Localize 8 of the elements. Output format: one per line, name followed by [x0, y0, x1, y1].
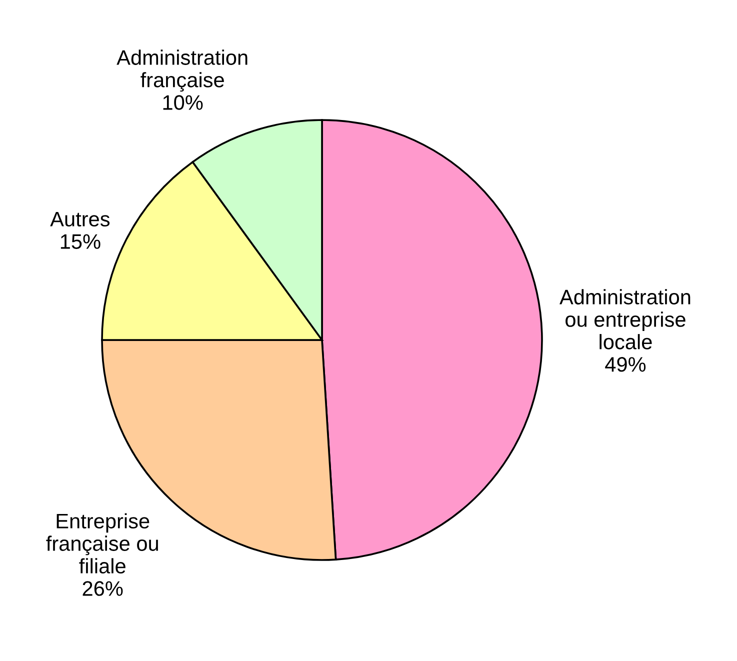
slice-label: Administration ou entreprise locale [560, 289, 690, 350]
data-label: 10% [163, 95, 203, 110]
slice-label: Autres [50, 212, 110, 227]
slice-label: Entreprise française ou filiale [46, 513, 158, 574]
data-label: 49% [605, 357, 646, 372]
slice-label: Administration française [116, 50, 248, 92]
data-label: 26% [82, 581, 123, 596]
data-label: 15% [60, 234, 100, 249]
